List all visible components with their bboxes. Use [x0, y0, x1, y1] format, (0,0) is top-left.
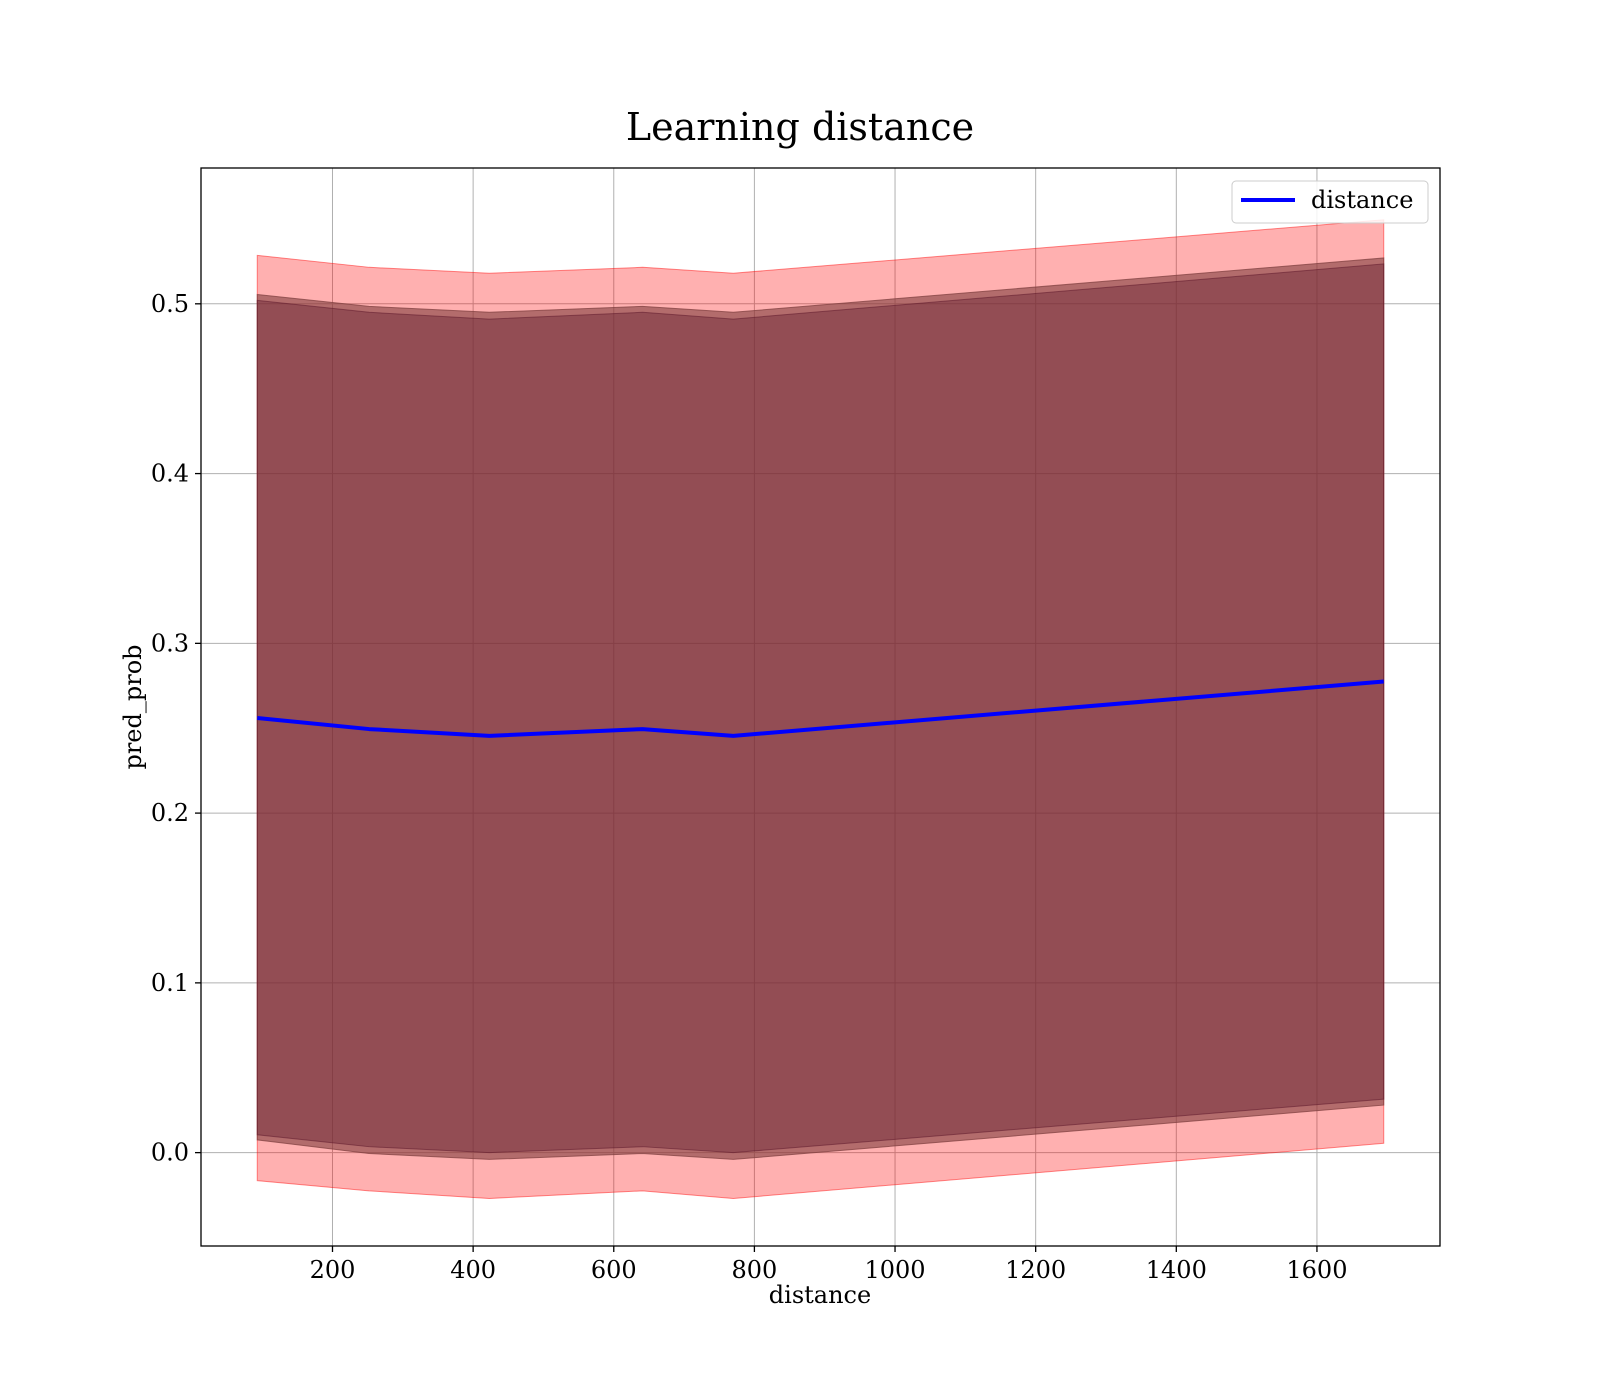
- series-lines: [257, 679, 1384, 738]
- y-tick-label: 0.5: [151, 290, 189, 318]
- chart-title: Learning distance: [626, 105, 974, 149]
- y-tick-label: 0.2: [151, 799, 189, 827]
- confidence-band: [256, 263, 1385, 1154]
- legend-box: [1231, 180, 1429, 224]
- y-tick-label: 0.1: [151, 969, 189, 997]
- y-tick-label: 0.0: [151, 1139, 189, 1167]
- y-tick-label: 0.4: [151, 460, 189, 488]
- x-tick-label: 1200: [1005, 1256, 1066, 1284]
- x-tick-label: 800: [731, 1256, 777, 1284]
- confidence-band: [256, 257, 1385, 1160]
- x-tick-label: 1600: [1286, 1256, 1347, 1284]
- legend-label: distance: [1311, 186, 1413, 214]
- x-axis-ticks: 200 400 600 800 1000 1200 1400 1600: [310, 1246, 1347, 1284]
- y-axis-label: pred_prob: [119, 644, 147, 769]
- confidence-bands: [256, 219, 1385, 1199]
- x-tick-label: 1400: [1146, 1256, 1207, 1284]
- plot-frame: [200, 167, 1441, 1247]
- y-tick-label: 0.3: [151, 629, 189, 657]
- series-line: [257, 679, 1384, 738]
- x-tick-label: 600: [591, 1256, 637, 1284]
- y-axis-ticks: 0.0 0.1 0.2 0.3 0.4 0.5: [151, 290, 201, 1167]
- x-tick-label: 400: [450, 1256, 496, 1284]
- x-tick-label: 1000: [864, 1256, 925, 1284]
- x-tick-label: 200: [310, 1256, 356, 1284]
- legend: distance: [1231, 180, 1429, 224]
- x-axis-label: distance: [769, 1281, 871, 1309]
